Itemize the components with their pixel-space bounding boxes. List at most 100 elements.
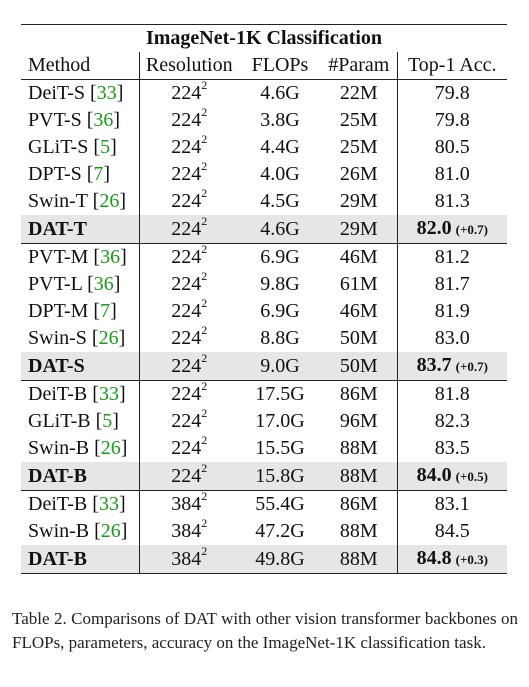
citation-link[interactable]: 5 [102,410,113,432]
cell-top1-acc: 84.5 [396,518,508,545]
resolution-exponent: 2 [201,543,208,558]
citation-link[interactable]: 7 [100,300,111,322]
method-name: DAT-B [28,547,87,570]
cell-top1-acc: 81.9 [396,298,508,325]
cell-flops: 17.0G [255,410,305,432]
method-name: Swin-B [28,520,90,542]
citation-link[interactable]: 26 [98,327,119,349]
cell-params: 46M [339,246,378,268]
citation-bracket: ] [116,82,124,104]
results-table-container: ImageNet-1K Classification Method Resolu… [21,24,508,574]
method-name: DeiT-B [28,383,88,405]
citation-bracket: [ [86,109,94,131]
citation-link[interactable]: 26 [100,437,121,459]
citation-link[interactable]: 36 [100,246,121,268]
cell-method: DAT-T [21,215,140,244]
citation-link[interactable]: 33 [96,82,117,104]
method-name: GLiT-B [28,410,91,432]
resolution-value: 224 [171,383,202,405]
cell-top1-acc: 80.5 [396,134,508,161]
method-name: DeiT-B [28,493,88,515]
cell-top1-acc: 82.0 (+0.7) [396,215,508,244]
cell-flops: 55.4G [255,493,305,515]
citation-bracket: ] [118,493,126,515]
table-row: GLiT-B [5] 2242 17.0G 96M 82.3 [21,407,508,435]
accuracy-gain: (+0.7) [455,222,488,237]
method-name: DeiT-S [28,82,86,104]
method-name: GLiT-S [28,136,89,158]
resolution-value: 384 [171,493,202,515]
cell-resolution: 3842 [139,489,239,519]
accuracy-value: 79.8 [434,109,470,131]
accuracy-value: 83.1 [434,493,470,515]
accuracy-value: 82.0 [416,217,452,239]
citation-bracket: ] [103,163,111,185]
resolution-exponent: 2 [201,78,208,93]
cell-params: 88M [321,545,397,574]
citation-link[interactable]: 7 [93,163,104,185]
cell-top1-acc: 83.0 [396,325,508,352]
citation-link[interactable]: 26 [100,520,121,542]
citation-link[interactable]: 26 [99,190,120,212]
cell-top1-acc: 81.0 [396,161,508,188]
citation-link[interactable]: 36 [93,273,114,295]
resolution-value: 224 [171,464,202,487]
cell-params: 96M [339,410,378,432]
resolution-value: 224 [171,82,202,104]
table-row: DPT-M [7] 2242 6.9G 46M 81.9 [21,297,508,325]
cell-method: DPT-M [7] [21,298,140,325]
cell-method: Swin-T [26] [21,188,140,215]
method-name: PVT-S [28,109,82,131]
citation-bracket: [ [93,136,101,158]
resolution-exponent: 2 [201,269,208,284]
accuracy-gain: (+0.7) [455,359,488,374]
cell-top1-acc: 84.0 (+0.5) [396,462,508,491]
cell-top1-acc: 79.8 [396,79,508,107]
method-name: DAT-B [28,464,87,487]
cell-resolution: 2242 [139,297,239,325]
accuracy-value: 80.5 [434,136,470,158]
citation-bracket: ] [120,246,127,268]
cell-resolution: 2242 [139,160,239,188]
cell-resolution: 2242 [139,215,239,244]
cell-params: 50M [321,352,397,381]
cell-params: 86M [339,383,378,405]
cell-flops: 9.0G [239,352,321,381]
citation-bracket: ] [112,410,119,432]
table-row: DeiT-S [33] 2242 4.6G 22M 79.8 [21,78,508,108]
resolution-value: 224 [171,437,202,459]
cell-flops: 4.4G [260,136,300,158]
resolution-exponent: 2 [201,489,208,504]
cell-method: PVT-M [36] [21,243,140,271]
cell-method: DAT-S [21,352,140,381]
resolution-exponent: 2 [201,105,208,120]
resolution-value: 224 [171,300,202,322]
citation-link[interactable]: 36 [93,109,114,131]
table-row: PVT-M [36] 2242 6.9G 46M 81.2 [21,243,508,272]
cell-top1-acc: 81.8 [396,380,508,408]
cell-resolution: 2242 [139,243,239,272]
cell-top1-acc: 81.2 [396,243,508,271]
resolution-value: 224 [171,354,202,377]
resolution-value: 224 [171,273,202,295]
table-row: GLiT-S [5] 2242 4.4G 25M 80.5 [21,133,508,161]
citation-bracket: ] [118,327,126,349]
citation-link[interactable]: 33 [98,383,119,405]
resolution-value: 224 [171,246,202,268]
accuracy-value: 81.7 [434,273,470,295]
accuracy-value: 84.0 [416,464,452,486]
resolution-exponent: 2 [201,433,208,448]
accuracy-value: 84.8 [416,547,452,569]
resolution-value: 224 [171,327,202,349]
cell-resolution: 2242 [139,105,239,134]
cell-params: 25M [339,136,378,158]
cell-top1-acc: 83.5 [396,435,508,462]
citation-link[interactable]: 5 [100,136,111,158]
cell-resolution: 2242 [139,78,239,108]
cell-method: DeiT-S [33] [21,79,140,107]
citation-link[interactable]: 33 [98,493,119,515]
accuracy-gain: (+0.3) [455,552,488,567]
resolution-exponent: 2 [201,379,208,394]
cell-resolution: 3842 [139,545,239,574]
cell-method: GLiT-S [5] [21,134,140,161]
